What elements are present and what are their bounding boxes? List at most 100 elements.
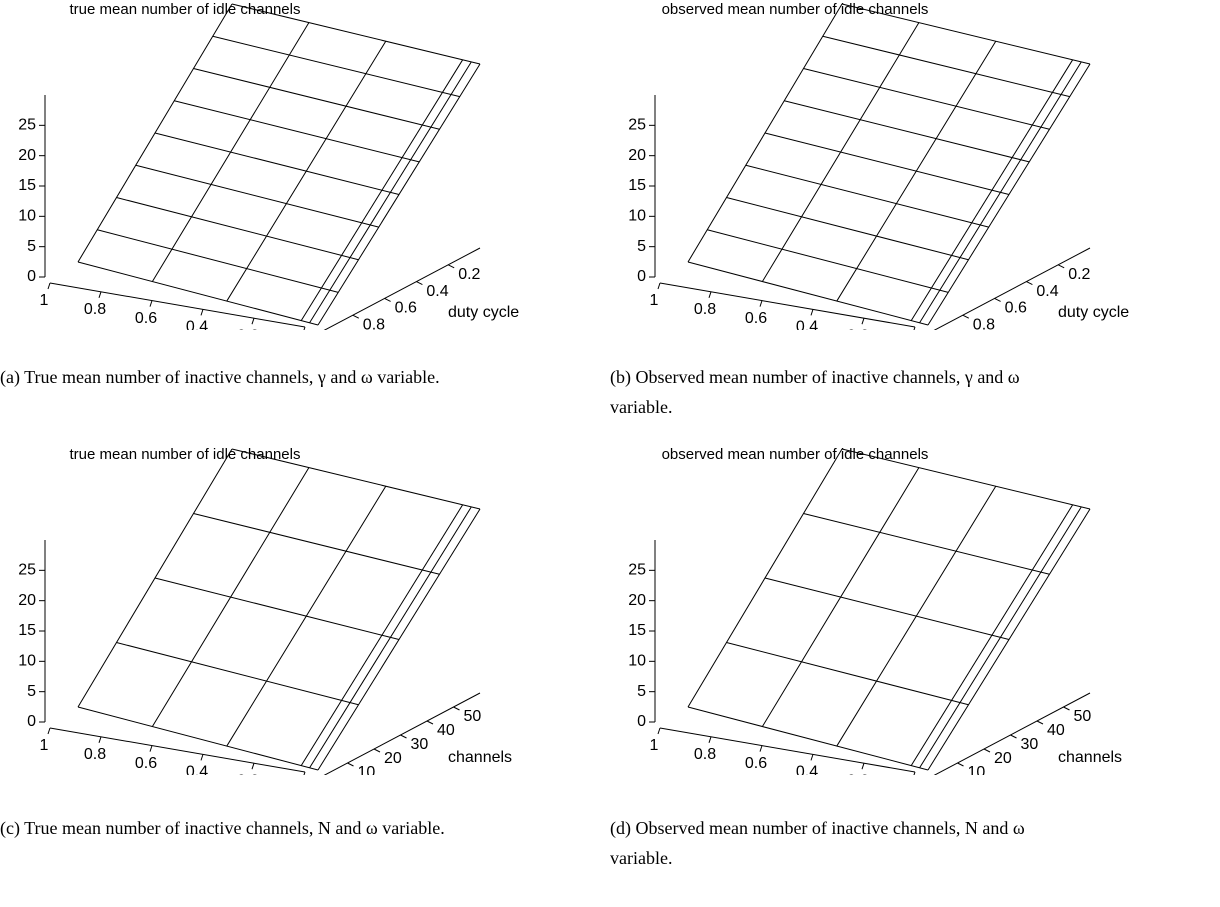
y-tick-label: 0.6 [1005, 300, 1027, 317]
z-tick-label: 20 [18, 592, 36, 609]
y-tick-label: 0.4 [1036, 283, 1058, 300]
x-tick [303, 326, 306, 330]
z-tick-label: 0 [27, 713, 36, 730]
y-tick [962, 314, 970, 319]
x-tick [149, 300, 153, 307]
x-tick-label: 0.6 [135, 755, 157, 772]
y-tick [453, 706, 460, 711]
surface-wire [154, 577, 400, 640]
surface-wire [764, 577, 1010, 640]
surface-wire [116, 642, 359, 706]
z-tick-label: 0 [637, 713, 646, 730]
caption: (c) True mean number of inactive channel… [0, 818, 445, 838]
y-tick-label: 30 [1021, 736, 1039, 753]
z-tick-label: 25 [628, 117, 646, 134]
x-tick [861, 763, 865, 770]
y-tick [373, 748, 381, 753]
subfigure: observed mean number of idle channels 0 5 1… [610, 0, 1210, 450]
surface-wire [77, 706, 319, 771]
caption: (a) True mean number of inactive channel… [0, 367, 440, 387]
y-tick [416, 281, 423, 286]
z-tick-label: 15 [18, 177, 36, 194]
z-tick-label: 25 [18, 117, 36, 134]
x-tick-label: 0.4 [186, 319, 208, 330]
y-tick-label: 20 [384, 750, 402, 767]
z-tick-label: 20 [628, 147, 646, 164]
surface-wire [231, 448, 481, 510]
x-tick-label: 0.4 [796, 319, 818, 330]
x-tick [251, 318, 255, 325]
z-tick-label: 20 [628, 592, 646, 609]
z-tick-label: 0 [637, 268, 646, 285]
y-tick [426, 720, 434, 725]
y-tick [1057, 264, 1065, 269]
z-tick-label: 5 [27, 238, 36, 255]
surface-wire [841, 3, 1091, 65]
x-tick-label: 1 [40, 737, 49, 754]
subfigure: observed mean number of idle channels 0 5 1… [610, 445, 1210, 895]
y-tick [400, 734, 407, 739]
surface-wire [745, 164, 989, 228]
y-tick [1063, 706, 1070, 711]
surface-wire [803, 68, 1050, 130]
y-tick-label: 10 [358, 764, 376, 775]
x-tick-label: 1 [40, 292, 49, 309]
x-tick [251, 763, 255, 770]
y-tick-label: 10 [968, 764, 986, 775]
x-tick-label: 0.4 [796, 764, 818, 775]
x-tick [200, 309, 204, 316]
x-tick-label: 0.2 [847, 772, 869, 775]
surface-wire [231, 3, 481, 65]
y-axis-label: duty cycle [1058, 304, 1129, 321]
plot-title: true mean number of idle channels [70, 446, 301, 463]
surface-plot: observed mean number of idle channels 0 5 1… [628, 446, 1122, 775]
y-tick-label: 50 [1074, 708, 1092, 725]
surface-wire [803, 513, 1050, 575]
x-tick [810, 309, 814, 316]
x-tick [913, 771, 916, 775]
y-tick-label: 0.6 [395, 300, 417, 317]
z-tick-label: 5 [27, 683, 36, 700]
z-tick-label: 25 [18, 562, 36, 579]
z-tick-label: 10 [628, 208, 646, 225]
x-tick-label: 0.4 [186, 764, 208, 775]
caption: (d) Observed mean number of inactive cha… [610, 818, 1025, 868]
x-axis [49, 727, 306, 773]
surface-wire [841, 448, 1091, 510]
x-tick [98, 736, 102, 743]
y-tick-label: 50 [464, 708, 482, 725]
surface-plot: true mean number of idle channels 0 5 10 15 2… [18, 1, 519, 330]
x-tick-label: 0.6 [745, 755, 767, 772]
y-tick [1036, 720, 1044, 725]
x-tick [200, 754, 204, 761]
x-tick [657, 727, 661, 735]
surface-wire [726, 642, 969, 706]
x-tick [149, 745, 153, 752]
x-tick-label: 1 [650, 737, 659, 754]
x-tick-label: 0.8 [694, 746, 716, 763]
x-tick [759, 745, 763, 752]
y-tick [983, 748, 991, 753]
x-tick-label: 0.8 [84, 301, 106, 318]
surface-wire [764, 132, 1010, 195]
y-tick-label: 40 [1047, 722, 1065, 739]
surface-wire [707, 229, 949, 293]
subfigure: true mean number of idle channels 0 5 10 15 2… [0, 0, 600, 450]
z-tick-label: 5 [637, 238, 646, 255]
x-tick-label: 0.2 [847, 327, 869, 330]
surface-wire [687, 706, 929, 771]
surface-plot: true mean number of idle channels 0 5 10 15 2… [18, 446, 512, 775]
surface-wire [726, 197, 969, 261]
y-axis-label: duty cycle [448, 304, 519, 321]
x-axis [49, 282, 306, 328]
x-tick [708, 736, 712, 743]
caption: (b) Observed mean number of inactive cha… [610, 367, 1020, 417]
z-tick-label: 25 [628, 562, 646, 579]
x-tick [708, 291, 712, 298]
y-axis [323, 247, 481, 330]
surface-wire [77, 261, 319, 326]
z-tick-label: 15 [628, 622, 646, 639]
y-axis [933, 247, 1091, 330]
x-tick-label: 0.2 [237, 327, 259, 330]
y-tick [384, 297, 391, 302]
